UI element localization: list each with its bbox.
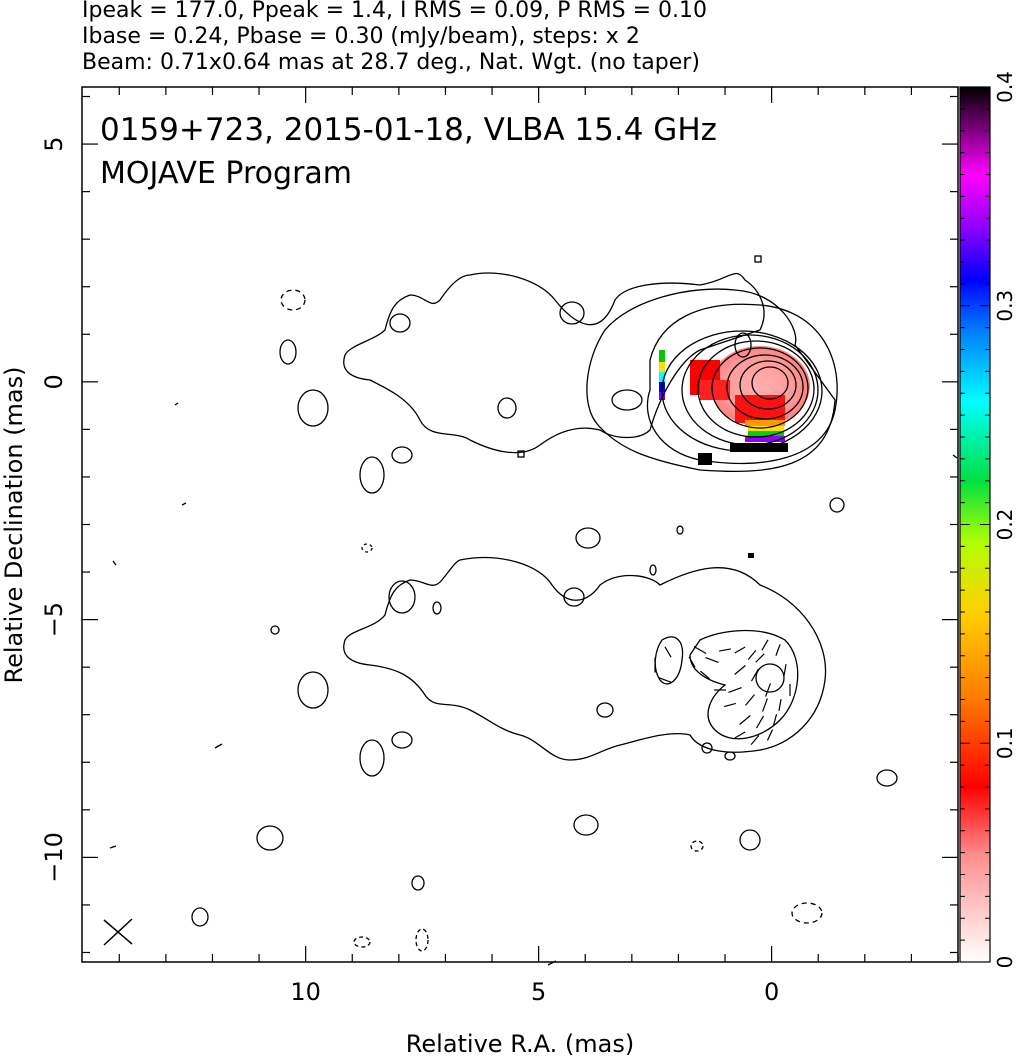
header-line-2: Ibase = 0.24, Pbase = 0.30 (mJy/beam), s… (82, 24, 640, 49)
colorbar-tick-labels: 0 0.1 0.2 0.3 0.4 (993, 71, 1017, 968)
evpa-vector (728, 687, 742, 693)
colorbar-tick-label: 0.1 (993, 727, 1017, 759)
evpa-vector (761, 639, 769, 651)
colorbar-tick-label: 0 (993, 956, 1017, 969)
colorbar-tick-label: 0.3 (993, 290, 1017, 322)
plot-frame (81, 86, 959, 963)
x-axis-label: Relative R.A. (mas) (406, 1030, 634, 1058)
y-axis-label: Relative Declination (mas) (0, 366, 28, 683)
fracpol-patch (745, 420, 785, 426)
evpa-vector (745, 694, 755, 706)
x-tick-label: 0 (764, 978, 779, 1006)
evpa-vector (775, 644, 781, 656)
evpa-vector (705, 657, 719, 663)
evpa-vector (734, 646, 746, 654)
y-tick-label: −5 (40, 602, 68, 637)
y-tick-label: 5 (40, 136, 68, 151)
x-tick-labels: 10 5 0 (290, 978, 779, 1006)
fracpol-patch (700, 380, 730, 400)
map-subtitle: MOJAVE Program (100, 156, 352, 191)
colorbar-tick-label: 0.4 (993, 71, 1017, 103)
evpa-vector (739, 715, 751, 725)
y-tick-labels: 5 0 −5 −10 (40, 136, 68, 882)
colorbar-tick-label: 0.2 (993, 509, 1017, 541)
evpa-vector (765, 683, 771, 697)
evpa-vector (766, 729, 774, 741)
fracpol-patch (659, 372, 665, 382)
evpa-vector (718, 648, 732, 652)
evpa-vector (734, 731, 746, 739)
y-tick-label: −10 (40, 832, 68, 883)
evpa-vector (693, 645, 707, 655)
fracpol-patch (698, 453, 712, 465)
evpa-vector (700, 670, 710, 680)
upper-panel-contours (112, 255, 958, 566)
header-line-1: Ipeak = 177.0, Ppeak = 1.4, I RMS = 0.09… (82, 0, 707, 23)
evpa-vector (724, 702, 736, 708)
evpa-vector (750, 735, 760, 745)
beam-symbol (103, 918, 133, 946)
evpa-vector (783, 663, 787, 677)
evpa-vector (772, 714, 778, 726)
evpa-vector (688, 656, 696, 668)
fracpol-patch (748, 431, 784, 436)
fracpol-patch (659, 362, 665, 372)
evpa-vector (664, 646, 672, 658)
fracpol-patch (745, 436, 785, 442)
fracpol-patch (748, 553, 754, 558)
evpa-vector (750, 668, 760, 682)
evpa-vector (755, 715, 765, 729)
axis-ticks (82, 87, 959, 962)
evpa-vectors (654, 639, 791, 745)
colorbar-ticks (960, 86, 990, 963)
fracpol-patch (730, 443, 788, 452)
evpa-vector (658, 677, 672, 683)
evpa-vector (747, 650, 757, 660)
evpa-vector (734, 665, 746, 675)
fracpol-patch (659, 350, 665, 362)
y-tick-label: 0 (40, 374, 68, 389)
evpa-vector (778, 698, 782, 712)
fracpol-patch (748, 426, 784, 431)
map-title: 0159+723, 2015-01-18, VLBA 15.4 GHz (100, 112, 717, 148)
header-line-3: Beam: 0.71x0.64 mas at 28.7 deg., Nat. W… (82, 50, 700, 75)
evpa-vector (755, 653, 765, 663)
evpa-vector (762, 698, 768, 712)
lower-panel-contours (109, 556, 898, 966)
x-tick-label: 10 (290, 978, 321, 1006)
x-tick-label: 5 (531, 978, 546, 1006)
